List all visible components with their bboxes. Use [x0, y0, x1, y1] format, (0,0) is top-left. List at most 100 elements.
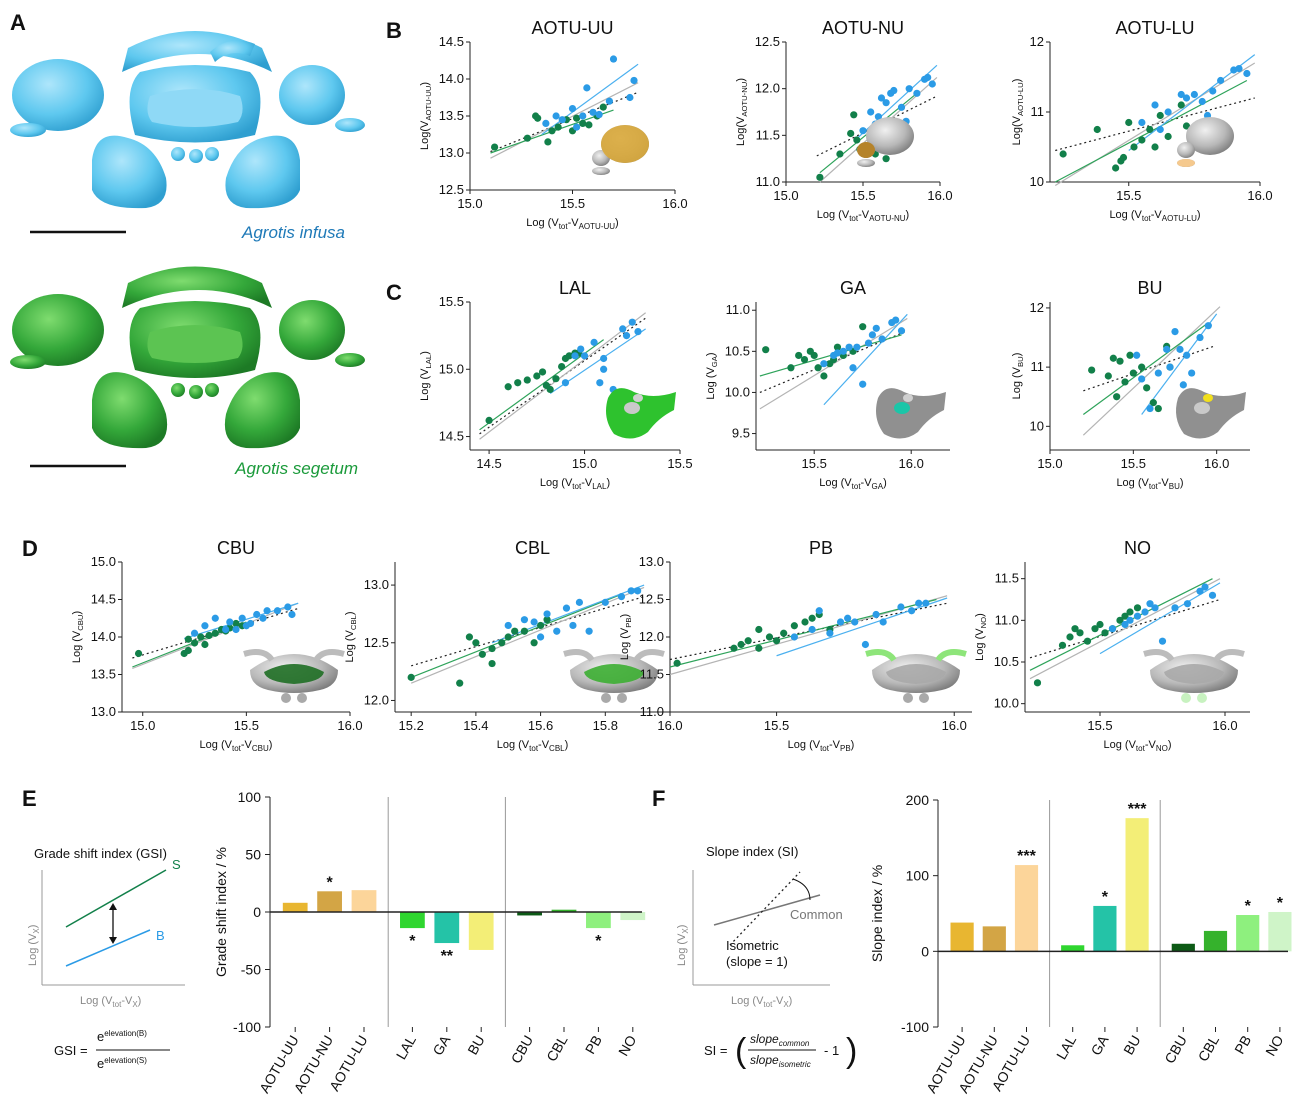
- infusa-point: [232, 625, 240, 634]
- segetum-point: [1125, 118, 1133, 127]
- infusa-point: [634, 587, 642, 595]
- x-tick-label: CBU: [508, 1033, 537, 1067]
- infusa-fit-line: [823, 313, 908, 406]
- y-axis-label: Log (VPB): [619, 614, 633, 660]
- highlighted-region: [903, 394, 913, 402]
- infusa-point: [562, 604, 571, 612]
- segetum-point: [882, 155, 890, 163]
- highlighted-region: [563, 649, 595, 662]
- x-tick-label: PB: [1231, 1033, 1254, 1057]
- infusa-point: [1171, 328, 1179, 336]
- aotu-render: [857, 159, 875, 167]
- infusa-point: [246, 619, 255, 628]
- y-tick-label: 11.5: [995, 571, 1019, 586]
- highlighted-region: [313, 649, 345, 662]
- infusa-point: [897, 327, 906, 335]
- x-axis-label: Log (Vtot-VPB): [788, 739, 855, 753]
- region-thumbnail: [592, 125, 649, 175]
- segetum-point: [184, 635, 192, 643]
- segetum-point: [1143, 384, 1151, 392]
- brain-segetum-render: [10, 266, 365, 449]
- infusa-point: [1158, 637, 1167, 645]
- x-tick-label: 15.5: [1116, 188, 1141, 203]
- infusa-point: [1196, 587, 1204, 595]
- segetum-point: [134, 649, 143, 658]
- segetum-point: [1109, 354, 1117, 362]
- x-tick-label: 15.5: [802, 456, 827, 471]
- bar-aotu-lu: [1014, 865, 1039, 952]
- y-tick-label: 13.5: [91, 667, 116, 682]
- y-tick-label: 12.0: [755, 81, 780, 96]
- segetum-point: [1058, 641, 1067, 649]
- segetum-point: [1113, 393, 1121, 401]
- infusa-point: [872, 610, 880, 619]
- brain-infusa-render: [10, 31, 365, 209]
- panel-letter-e: E: [22, 786, 37, 811]
- x-axis-label: Log (Vtot-VAOTU-UU): [526, 217, 618, 231]
- x-tick-label: LAL: [1053, 1032, 1079, 1062]
- y-tick-label: 11.5: [756, 127, 780, 142]
- panel-title: BU: [1137, 278, 1162, 298]
- segetum-point: [755, 625, 763, 634]
- infusa-point: [577, 345, 585, 353]
- y-tick-label: 14.5: [439, 429, 464, 444]
- y-tick-label: -50: [241, 962, 261, 978]
- infusa-point: [844, 614, 852, 622]
- x-tick-label: 15.5: [560, 196, 585, 211]
- infusa-point: [288, 610, 296, 619]
- common-fit-line: [1029, 578, 1221, 680]
- segetum-point: [504, 383, 512, 391]
- scatter-panel-ga: GA 15.5 16.0 9.5 10.0 10.5 11.0 Log (VGA) Log (V…: [705, 278, 950, 491]
- y-tick-label: 14.0: [91, 629, 116, 644]
- y-tick-label: 0: [921, 943, 929, 959]
- svg-text:slopecommon: slopecommon: [750, 1032, 810, 1048]
- region-thumbnail: [1143, 649, 1245, 703]
- segetum-point: [1121, 378, 1129, 386]
- region-thumbnail: [876, 388, 946, 439]
- infusa-point: [1208, 591, 1217, 599]
- si-formula: SI = ( slopecommon slopeisometric - 1 ): [704, 1032, 857, 1070]
- infusa-point: [504, 621, 512, 630]
- si-title: Slope index (SI): [706, 844, 799, 859]
- y-tick-label: 13.0: [439, 145, 464, 160]
- segetum-point: [554, 123, 562, 131]
- bar-aotu-uu: [282, 902, 308, 912]
- y-axis-label: Log (VNO): [974, 613, 988, 661]
- segetum-point: [542, 381, 550, 390]
- infusa-point: [877, 94, 886, 102]
- panel-title: AOTU-NU: [822, 18, 904, 38]
- isometric-fit-line: [816, 95, 938, 157]
- bar-cbu: [1171, 943, 1195, 952]
- y-tick-label: 11: [1031, 359, 1045, 374]
- infusa-point: [1235, 65, 1243, 73]
- infusa-point: [520, 616, 529, 624]
- segetum-point: [211, 629, 219, 637]
- segetum-point: [744, 637, 752, 645]
- infusa-point: [1154, 369, 1162, 377]
- scatter-panel-aotu-nu: AOTU-NU 15.0 15.5 16.0 11.0 11.5 12.0 12.5 Log(V…: [735, 18, 953, 223]
- x-tick-label: 15.2: [399, 718, 424, 733]
- x-tick-label: BU: [1120, 1033, 1144, 1058]
- segetum-point: [197, 633, 205, 641]
- highlighted-region: [857, 142, 875, 158]
- x-tick-label: NO: [1262, 1032, 1286, 1058]
- panel-letter-c: C: [386, 280, 402, 305]
- region-thumbnail: [857, 117, 914, 167]
- infusa-point: [1133, 612, 1142, 620]
- infusa-point: [1163, 345, 1171, 353]
- segetum-point: [737, 640, 745, 649]
- segetum-point: [755, 644, 763, 652]
- infusa-point: [634, 328, 642, 336]
- panel-letter-d: D: [22, 536, 38, 561]
- segetum-point: [1138, 136, 1146, 144]
- infusa-point: [579, 112, 587, 120]
- x-tick-label: 16.0: [942, 718, 967, 733]
- segetum-point: [765, 633, 774, 641]
- y-tick-label: 12.0: [639, 629, 664, 644]
- segetum-point: [536, 621, 545, 630]
- segetum-point: [544, 138, 552, 146]
- region-thumbnail: [606, 388, 676, 439]
- y-axis-label: Log(VAOTU-UU): [419, 82, 433, 150]
- infusa-point: [627, 587, 635, 595]
